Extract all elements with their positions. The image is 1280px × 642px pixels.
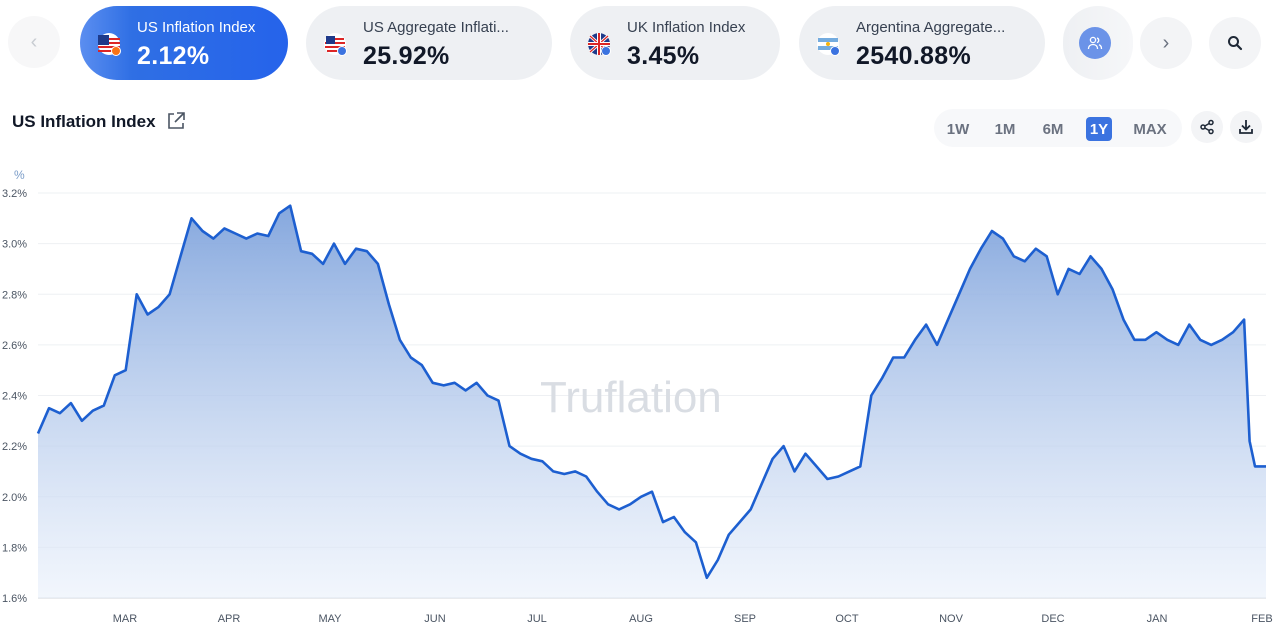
y-tick-label: 2.2% bbox=[2, 441, 27, 453]
ticker-label: Argentina Aggregate... bbox=[856, 19, 1006, 36]
search-icon bbox=[1228, 36, 1243, 51]
ticker-value: 2540.88% bbox=[856, 42, 971, 70]
external-link-icon[interactable] bbox=[166, 111, 186, 131]
previous-button[interactable]: ‹ bbox=[8, 16, 60, 68]
search-button[interactable] bbox=[1209, 17, 1261, 69]
x-tick-label: MAY bbox=[318, 613, 342, 625]
x-tick-label: APR bbox=[218, 613, 241, 625]
range-1m-button[interactable]: 1M bbox=[994, 120, 1016, 138]
y-tick-label: 2.4% bbox=[2, 391, 27, 403]
ticker-card-uk-inflation[interactable]: UK Inflation Index 3.45% bbox=[570, 6, 780, 80]
x-tick-label: NOV bbox=[939, 613, 964, 625]
chart-title: US Inflation Index bbox=[12, 112, 156, 131]
x-tick-label: MAR bbox=[113, 613, 138, 625]
share-button[interactable] bbox=[1191, 111, 1223, 143]
y-tick-label: 2.8% bbox=[2, 289, 27, 301]
ticker-card-us-inflation[interactable]: US Inflation Index 2.12% bbox=[80, 6, 288, 80]
y-tick-label: 3.0% bbox=[2, 239, 27, 251]
range-6m-button[interactable]: 6M bbox=[1042, 120, 1064, 138]
share-icon bbox=[1200, 119, 1214, 135]
ticker-card-argentina-aggregate[interactable]: Argentina Aggregate... 2540.88% bbox=[799, 6, 1045, 80]
y-tick-label: 1.6% bbox=[2, 593, 27, 605]
ticker-value: 3.45% bbox=[627, 42, 700, 70]
ticker-label: US Aggregate Inflati... bbox=[363, 19, 509, 36]
x-axis-labels: MAR APR MAY JUN JUL AUG SEP OCT NOV DEC JAN FEB bbox=[113, 613, 1273, 625]
chevron-right-icon: › bbox=[1162, 31, 1170, 54]
ticker-bar: ‹ US Inflation Index 2.12% US Aggregate … bbox=[0, 0, 1280, 88]
chevron-left-icon: ‹ bbox=[30, 30, 38, 53]
y-tick-label: 2.6% bbox=[2, 340, 27, 352]
download-icon bbox=[1239, 120, 1253, 134]
ticker-card-us-aggregate[interactable]: US Aggregate Inflati... 25.92% bbox=[306, 6, 552, 80]
ticker-value: 2.12% bbox=[137, 42, 210, 70]
time-range-selector: 1W 1M 6M 1Y MAX bbox=[934, 109, 1182, 147]
ticker-label: US Inflation Index bbox=[137, 19, 256, 36]
x-tick-label: FEB bbox=[1251, 613, 1272, 625]
range-1y-button[interactable]: 1Y bbox=[1086, 117, 1112, 141]
uk-flag-icon bbox=[588, 33, 611, 56]
x-tick-label: DEC bbox=[1041, 613, 1064, 625]
range-1w-button[interactable]: 1W bbox=[946, 120, 970, 138]
y-axis-labels: 3.2% 3.0% 2.8% 2.6% 2.4% 2.2% 2.0% 1.8% 1.6% bbox=[2, 188, 27, 605]
y-unit-label: % bbox=[14, 168, 25, 182]
x-tick-label: OCT bbox=[835, 613, 859, 625]
users-icon bbox=[1079, 27, 1111, 59]
y-tick-label: 1.8% bbox=[2, 542, 27, 554]
ticker-card-partial[interactable] bbox=[1063, 6, 1133, 80]
argentina-flag-icon bbox=[817, 33, 840, 56]
y-tick-label: 2.0% bbox=[2, 492, 27, 504]
ticker-label: UK Inflation Index bbox=[627, 19, 746, 36]
x-tick-label: JAN bbox=[1147, 613, 1168, 625]
watermark: Truflation bbox=[540, 373, 722, 422]
range-max-button[interactable]: MAX bbox=[1133, 120, 1167, 138]
us-flag-icon bbox=[98, 33, 121, 56]
x-tick-label: JUN bbox=[424, 613, 445, 625]
x-tick-label: JUL bbox=[527, 613, 547, 625]
inflation-chart: % 3.2% 3.0% 2.8% 2.6% 2.4% 2.2% 2.0% 1.8% 1.6% M… bbox=[2, 168, 1273, 625]
next-button[interactable]: › bbox=[1140, 17, 1192, 69]
y-tick-label: 3.2% bbox=[2, 188, 27, 200]
us-flag-icon bbox=[324, 33, 347, 56]
download-button[interactable] bbox=[1230, 111, 1262, 143]
x-tick-label: AUG bbox=[629, 613, 653, 625]
ticker-value: 25.92% bbox=[363, 42, 450, 70]
x-tick-label: SEP bbox=[734, 613, 756, 625]
series-area bbox=[38, 205, 1266, 598]
series-line bbox=[36, 204, 1266, 580]
